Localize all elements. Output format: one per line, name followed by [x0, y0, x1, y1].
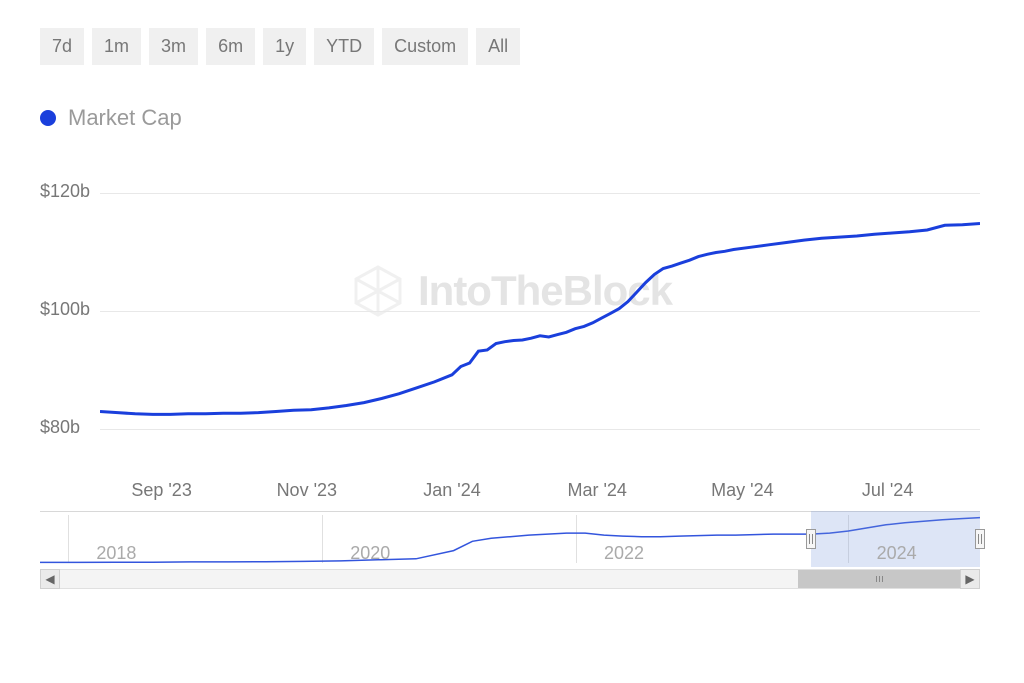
scrollbar-thumb[interactable] — [798, 570, 960, 588]
timerange-button-row: 7d1m3m6m1yYTDCustomAll — [40, 28, 984, 65]
timerange-button-custom[interactable]: Custom — [382, 28, 468, 65]
navigator-year-label: 2020 — [350, 543, 390, 564]
range-navigator: 2018 2020 2022 2024 ◀ ▶ — [40, 511, 980, 591]
timerange-button-7d[interactable]: 7d — [40, 28, 84, 65]
timerange-button-3m[interactable]: 3m — [149, 28, 198, 65]
scrollbar-arrow-right[interactable]: ▶ — [960, 569, 980, 589]
timerange-button-1y[interactable]: 1y — [263, 28, 306, 65]
x-axis-label: Nov '23 — [277, 480, 337, 501]
y-axis-label: $120b — [40, 181, 90, 202]
timerange-button-1m[interactable]: 1m — [92, 28, 141, 65]
y-axis-label: $100b — [40, 299, 90, 320]
timerange-button-ytd[interactable]: YTD — [314, 28, 374, 65]
navigator-chart-box: 2018 2020 2022 2024 — [40, 511, 980, 567]
scrollbar-track[interactable] — [60, 569, 960, 589]
y-axis-label: $80b — [40, 417, 80, 438]
x-axis-label: Jan '24 — [423, 480, 480, 501]
navigator-scrollbar: ◀ ▶ — [40, 569, 980, 589]
x-axis-label: Sep '23 — [131, 480, 192, 501]
x-axis-label: Jul '24 — [862, 480, 913, 501]
legend-marker-icon — [40, 110, 56, 126]
scrollbar-arrow-left[interactable]: ◀ — [40, 569, 60, 589]
navigator-handle-right[interactable] — [975, 529, 985, 549]
navigator-year-label: 2024 — [877, 543, 917, 564]
arrow-right-icon: ▶ — [965, 572, 974, 586]
timerange-button-6m[interactable]: 6m — [206, 28, 255, 65]
legend-series-label: Market Cap — [68, 105, 182, 131]
chart-legend[interactable]: Market Cap — [40, 105, 984, 131]
x-axis-label: Mar '24 — [567, 480, 626, 501]
scrollbar-grip-icon — [871, 576, 887, 582]
arrow-left-icon: ◀ — [45, 572, 54, 586]
navigator-year-label: 2022 — [604, 543, 644, 564]
navigator-year-label: 2018 — [96, 543, 136, 564]
navigator-handle-left[interactable] — [806, 529, 816, 549]
timerange-button-all[interactable]: All — [476, 28, 520, 65]
main-chart-svg — [100, 181, 980, 441]
x-axis-label: May '24 — [711, 480, 773, 501]
main-chart-area: IntoTheBlock $80b$100b$120b Sep '23Nov '… — [40, 181, 980, 471]
